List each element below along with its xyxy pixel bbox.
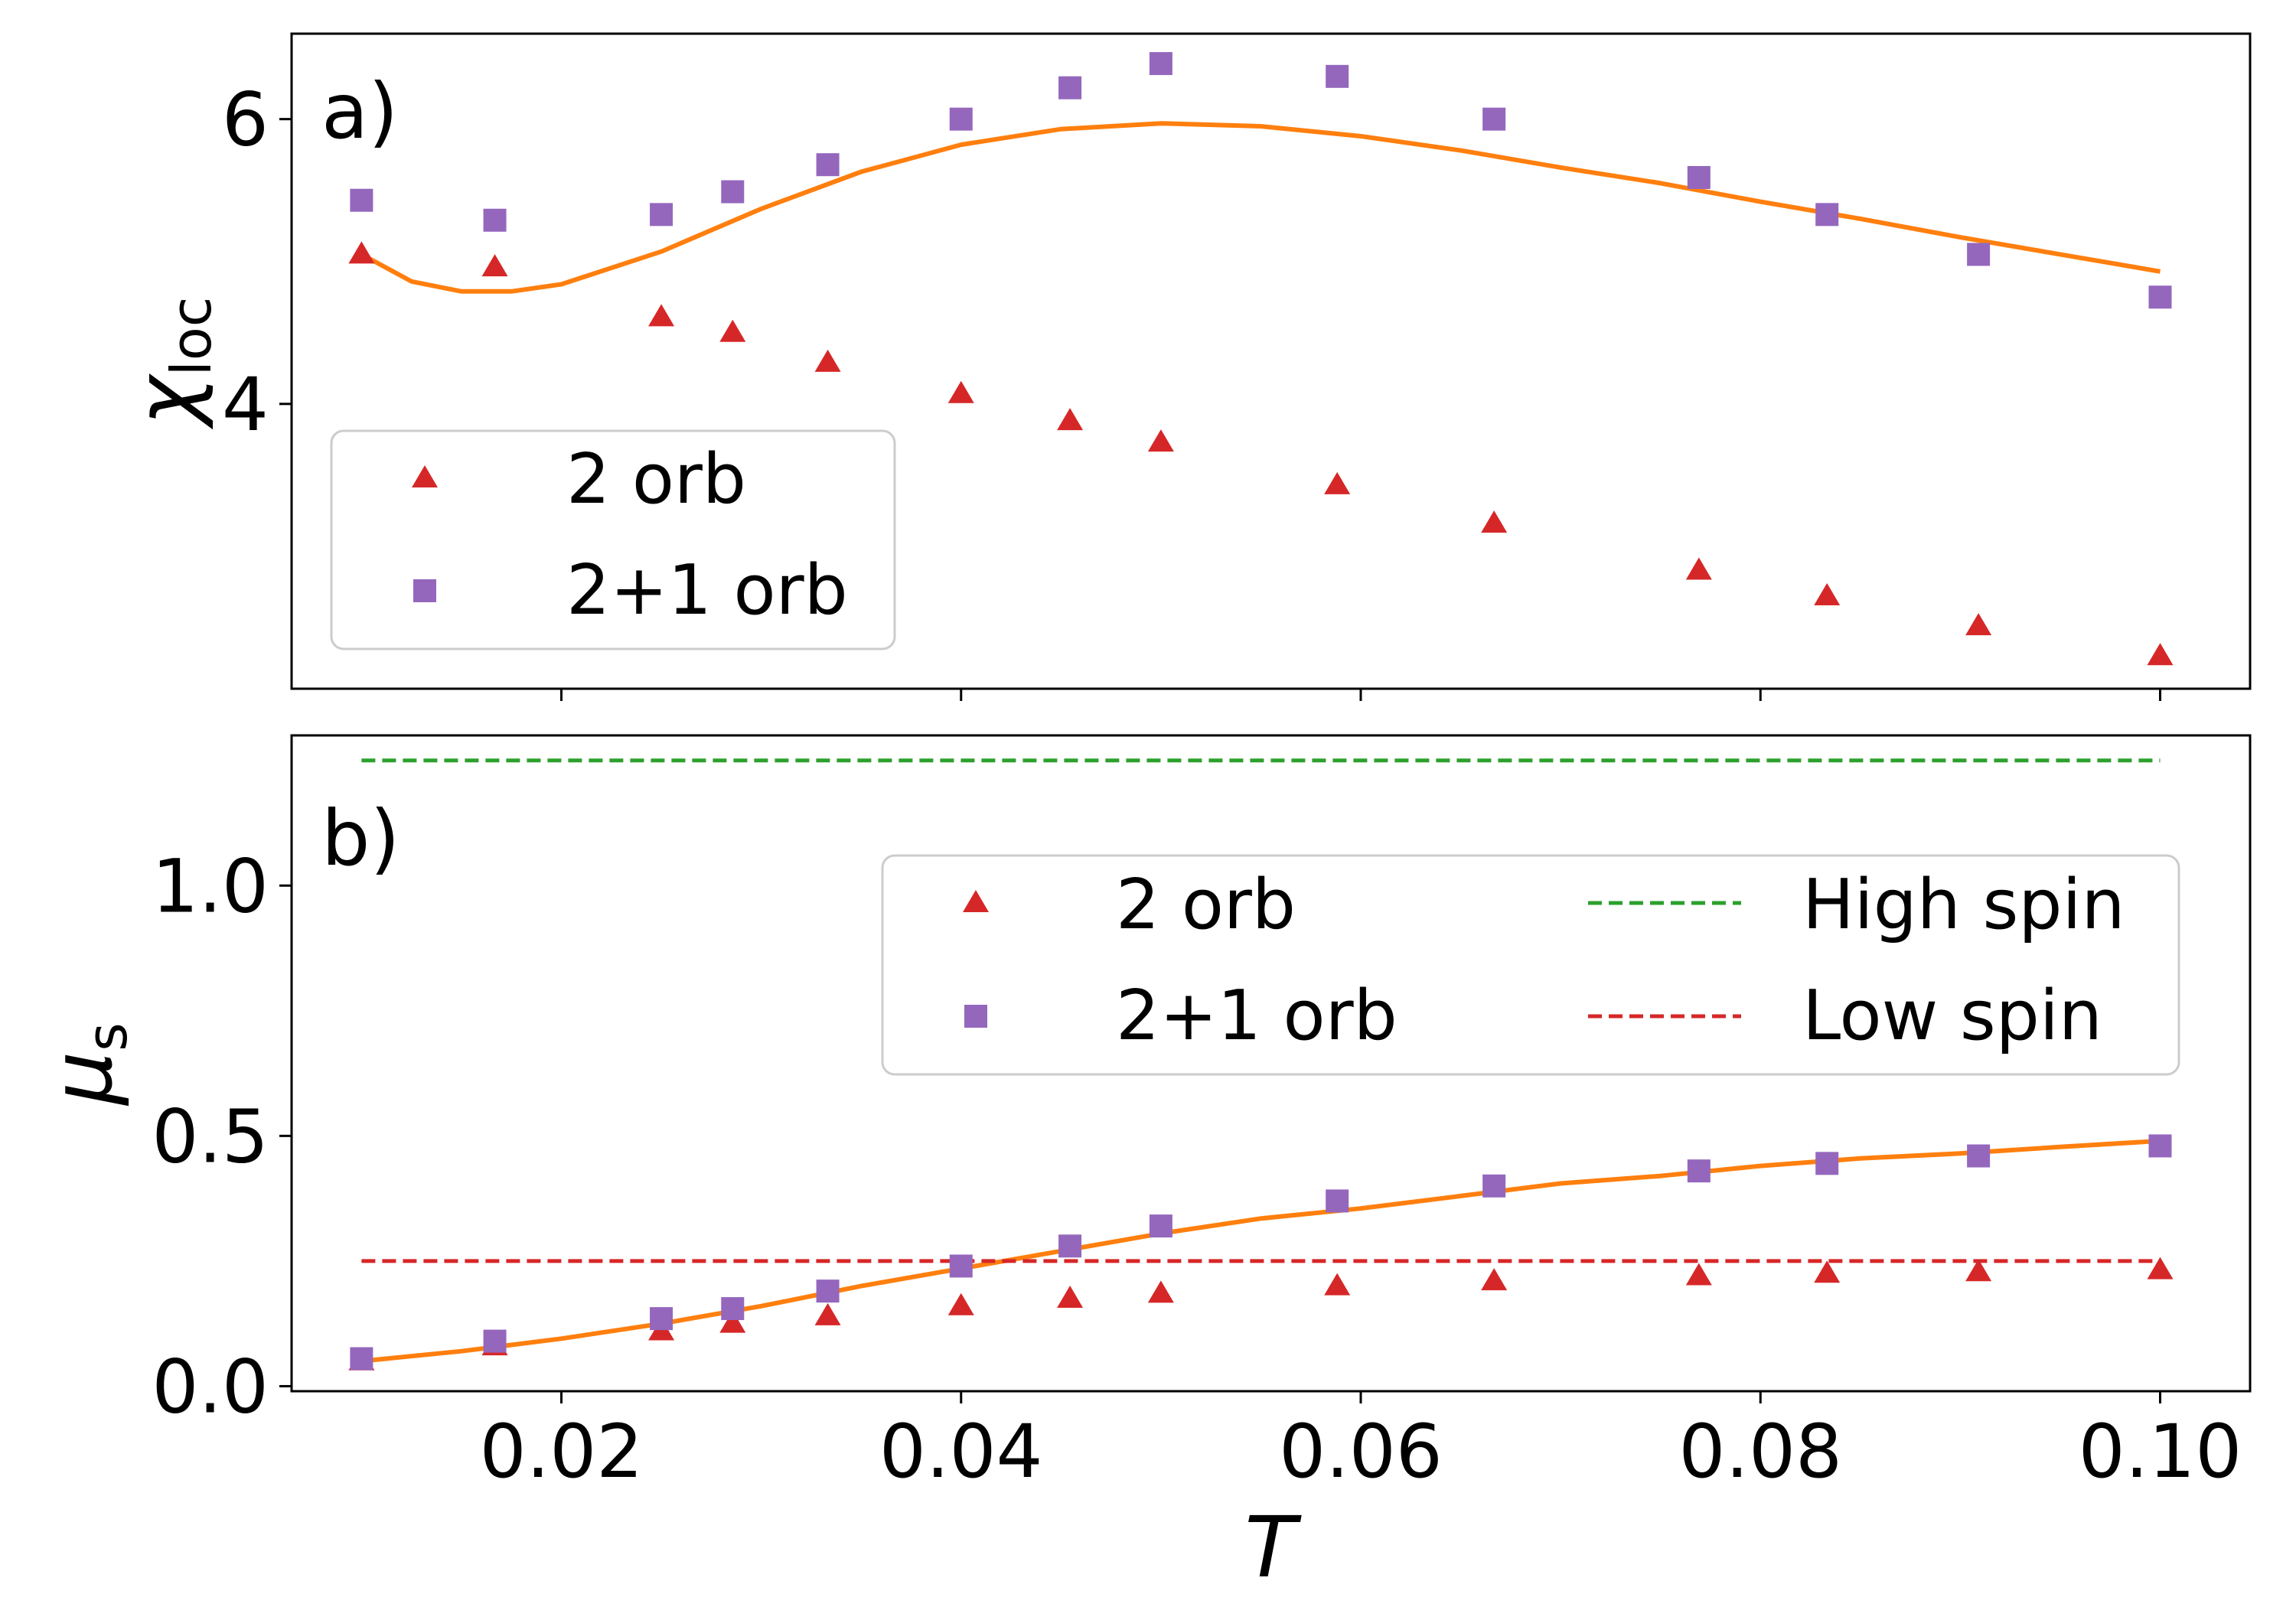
legend-label-b-2orb: 2 orb: [1116, 865, 1296, 945]
point-2plus1orb: [1482, 107, 1506, 131]
panel-a-legend-box: [330, 429, 896, 650]
point-2orb: [814, 349, 841, 372]
point-2plus1orb: [1326, 1189, 1349, 1213]
point-2orb: [1814, 583, 1841, 606]
point-2plus1orb: [1967, 243, 1991, 266]
series-line-fit: [360, 121, 2161, 294]
point-2plus1orb: [350, 188, 373, 212]
point-2plus1orb: [816, 1279, 840, 1303]
panel-b-ylabel-subscript: s: [75, 1022, 139, 1051]
point-2orb: [348, 241, 375, 264]
panel-b-plot-area: [348, 758, 2174, 1371]
point-2plus1orb: [1149, 52, 1172, 76]
legend-marker-2plus1orb: [413, 579, 436, 602]
panel-b-frame: [290, 734, 2252, 1393]
panel-a-legend: 2 orb 2+1 orb: [330, 429, 896, 650]
y-tick-label: 1.0: [152, 843, 269, 929]
point-2orb: [1481, 510, 1508, 533]
point-2orb: [648, 304, 675, 327]
x-tick-label: 0.04: [879, 1409, 1043, 1495]
y-tick-label: 0.5: [152, 1094, 269, 1179]
legend-label-2plus1orb: 2+1 orb: [566, 550, 848, 631]
panel-a-plot-area: [348, 52, 2174, 666]
point-2plus1orb: [1482, 1174, 1506, 1198]
point-2orb: [947, 380, 974, 403]
x-tick-label: 0.08: [1678, 1409, 1842, 1495]
panel-a-ylabel: χloc: [117, 297, 223, 430]
point-2plus1orb: [1058, 76, 1082, 99]
legend-marker-2orb: [412, 465, 438, 487]
point-2plus1orb: [1149, 1214, 1172, 1238]
y-tick-label: 4: [222, 362, 269, 448]
point-2plus1orb: [650, 203, 673, 227]
point-2orb: [2147, 643, 2174, 666]
panel-b-ylabel-symbol: μ: [33, 1051, 131, 1107]
series-line-fit: [361, 1138, 2161, 1364]
point-2plus1orb: [483, 208, 507, 232]
point-2plus1orb: [1687, 165, 1711, 189]
y-tick-label: 0.0: [152, 1344, 269, 1429]
legend-label-b-2plus1orb: 2+1 orb: [1116, 976, 1397, 1056]
legend-marker-b-2orb: [963, 890, 989, 912]
point-2orb: [1965, 1259, 1992, 1282]
point-2plus1orb: [1815, 203, 1839, 227]
point-2plus1orb: [949, 107, 973, 131]
point-2plus1orb: [350, 1347, 373, 1371]
panel-a-frame: [290, 32, 2252, 690]
point-2orb: [814, 1302, 841, 1325]
point-2orb: [1685, 1263, 1712, 1286]
point-2orb: [1057, 1285, 1084, 1308]
panel-b-legend: 2 orb 2+1 orb High spin Low spin: [881, 854, 2180, 1076]
point-2orb: [1147, 429, 1174, 452]
point-2orb: [2147, 1257, 2174, 1279]
point-2orb: [1685, 557, 1712, 580]
point-2plus1orb: [949, 1254, 973, 1278]
panel-a-label: a): [321, 67, 398, 156]
panel-a-ylabel-symbol: χ: [117, 373, 215, 429]
panel-b-ylabel: μs: [33, 1022, 139, 1107]
point-2orb: [1057, 408, 1084, 431]
point-2orb: [1814, 1260, 1841, 1283]
point-2orb: [719, 1310, 746, 1333]
panel-b-label: b): [321, 794, 400, 883]
panel-a-ticks: 46: [222, 77, 2161, 701]
point-2plus1orb: [650, 1307, 673, 1331]
panel-b: 0.02 0.04 0.06 0.08 0.10 0.0 0.5 1.0 b) μs T 2 …: [33, 734, 2252, 1596]
legend-label-high-spin: High spin: [1802, 865, 2125, 945]
point-2orb: [1324, 471, 1351, 494]
point-2plus1orb: [1967, 1144, 1991, 1168]
legend-label-low-spin: Low spin: [1802, 976, 2102, 1056]
x-tick-label: 0.10: [2079, 1409, 2242, 1495]
point-2orb: [1965, 613, 1992, 636]
point-2plus1orb: [1687, 1159, 1711, 1183]
panel-a: 46 a) χloc 2 orb 2+1 orb: [117, 32, 2252, 701]
panel-b-legend-box: [881, 854, 2180, 1076]
x-tick-label: 0.06: [1279, 1409, 1443, 1495]
point-2plus1orb: [2148, 1134, 2172, 1158]
point-2orb: [481, 254, 508, 277]
panel-a-ylabel-subscript: loc: [159, 297, 223, 376]
point-2orb: [1481, 1268, 1508, 1291]
legend-label-2orb: 2 orb: [566, 439, 746, 520]
legend-marker-b-2plus1orb: [964, 1005, 987, 1028]
point-2plus1orb: [721, 1297, 745, 1321]
point-2orb: [1324, 1273, 1351, 1296]
point-2plus1orb: [1058, 1234, 1082, 1258]
panel-b-ticks: 0.02 0.04 0.06 0.08 0.10 0.0 0.5 1.0: [152, 843, 2242, 1495]
panel-b-xlabel: T: [1244, 1498, 1302, 1596]
y-tick-label: 6: [222, 77, 269, 163]
point-2plus1orb: [1815, 1152, 1839, 1175]
point-2plus1orb: [483, 1329, 507, 1353]
x-tick-label: 0.02: [480, 1409, 644, 1495]
point-2orb: [947, 1292, 974, 1315]
point-2orb: [719, 319, 746, 342]
point-2plus1orb: [2148, 285, 2172, 309]
point-2orb: [1147, 1280, 1174, 1303]
point-2plus1orb: [1326, 64, 1349, 88]
point-2plus1orb: [721, 180, 745, 204]
point-2plus1orb: [816, 153, 840, 177]
